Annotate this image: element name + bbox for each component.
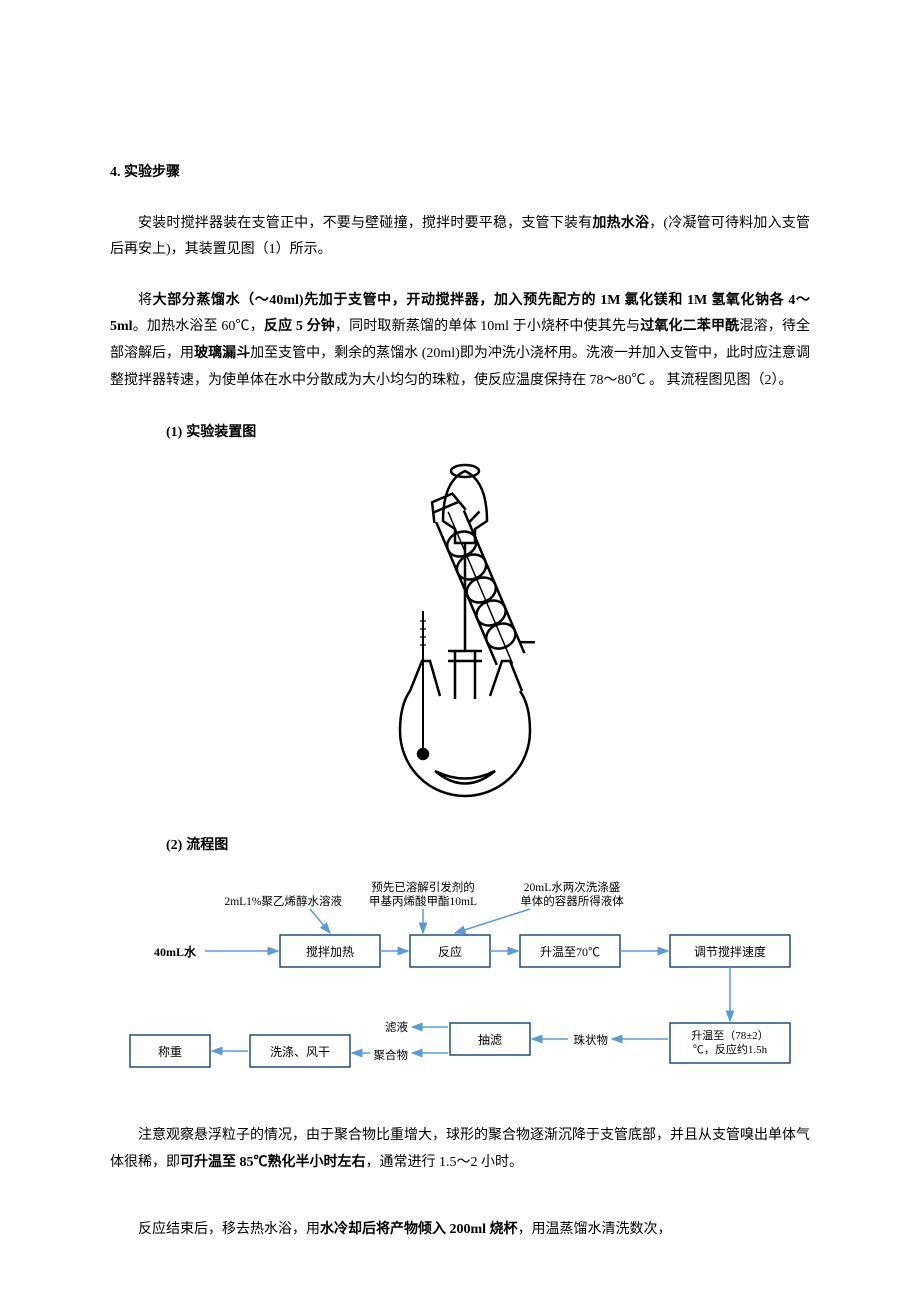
bold-text: 可升温至 85℃熟化半小时左右 [180, 1155, 366, 1170]
flow-label: 聚合物 [374, 1048, 409, 1062]
sub-number: (2) [166, 838, 182, 853]
sub-heading-1: (1) 实验装置图 [166, 418, 810, 447]
bold-text: 过氧化二苯甲酰 [640, 319, 739, 334]
bold-text: 反应 5 分钟 [264, 319, 335, 334]
flow-box-label: 搅拌加热 [306, 944, 354, 959]
text: 。加热水浴至 60℃， [133, 319, 264, 334]
bold-text: 水冷却后将产物倾入 200ml 烧杯 [320, 1222, 518, 1237]
flow-box-label: 称重 [158, 1045, 182, 1059]
flow-label: 甲基丙烯酸甲酯10mL [369, 894, 477, 908]
section-number: 4. [110, 165, 121, 180]
flow-label: 20mL水两次洗涤盛 [524, 880, 620, 894]
sub-label: 流程图 [186, 836, 228, 852]
page: 4. 实验步骤 安装时搅拌器装在支管正中，不要与壁碰撞，搅拌时要平稳，支管下装有… [0, 0, 920, 1307]
flow-box-label: 反应 [438, 944, 462, 959]
paragraph-1: 安装时搅拌器装在支管正中，不要与壁碰撞，搅拌时要平稳，支管下装有加热水浴，(冷凝… [110, 211, 810, 264]
text: ，通常进行 1.5～2 小时。 [366, 1155, 524, 1170]
paragraph-4: 反应结束后，移去热水浴，用水冷却后将产物倾入 200ml 烧杯，用温蒸馏水清洗数… [110, 1217, 810, 1244]
flow-label: 预先已溶解引发剂的 [371, 880, 475, 894]
flowchart-diagram: 2mL1%聚乙烯醇水溶液 预先已溶解引发剂的 甲基丙烯酸甲酯10mL 20mL水… [110, 863, 810, 1093]
paragraph-2: 将大部分蒸馏水（～40ml)先加于支管中，开动搅拌器，加入预先配方的 1M 氯化… [110, 288, 810, 394]
flow-box-label: 40mL水 [154, 944, 197, 959]
text: ，同时取新蒸馏的单体 10ml 于小烧杯中使其先与 [335, 319, 640, 334]
sub-label: 实验装置图 [186, 423, 256, 439]
flow-label: 珠状物 [574, 1033, 609, 1047]
text: 将 [138, 293, 153, 308]
apparatus-diagram [330, 451, 590, 811]
text: 安装时搅拌器装在支管正中，不要与壁碰撞，搅拌时要平稳，支管下装有 [138, 216, 592, 231]
flow-box-label: 调节搅拌速度 [694, 944, 766, 959]
text: ，用温蒸馏水清洗数次， [518, 1222, 672, 1237]
sub-heading-2: (2) 流程图 [166, 831, 810, 860]
bold-text: 玻璃漏斗 [194, 346, 250, 361]
bold-text: 加热水浴 [592, 216, 649, 231]
text: 反应结束后，移去热水浴，用 [138, 1222, 320, 1237]
flow-label: 滤液 [385, 1020, 408, 1034]
flow-label: 2mL1%聚乙烯醇水溶液 [224, 894, 342, 908]
flow-box-label: 洗涤、风干 [270, 1045, 330, 1059]
section-title: 4. 实验步骤 [110, 160, 810, 187]
flow-box-label: 抽滤 [478, 1033, 502, 1047]
sub-number: (1) [166, 425, 182, 440]
flow-box-label: 升温至70℃ [540, 945, 600, 959]
flow-label: 单体的容器所得液体 [520, 894, 624, 908]
paragraph-3: 注意观察悬浮粒子的情况，由于聚合物比重增大，球形的聚合物逐渐沉降于支管底部，并且… [110, 1123, 810, 1176]
section-title-text: 实验步骤 [124, 165, 180, 180]
